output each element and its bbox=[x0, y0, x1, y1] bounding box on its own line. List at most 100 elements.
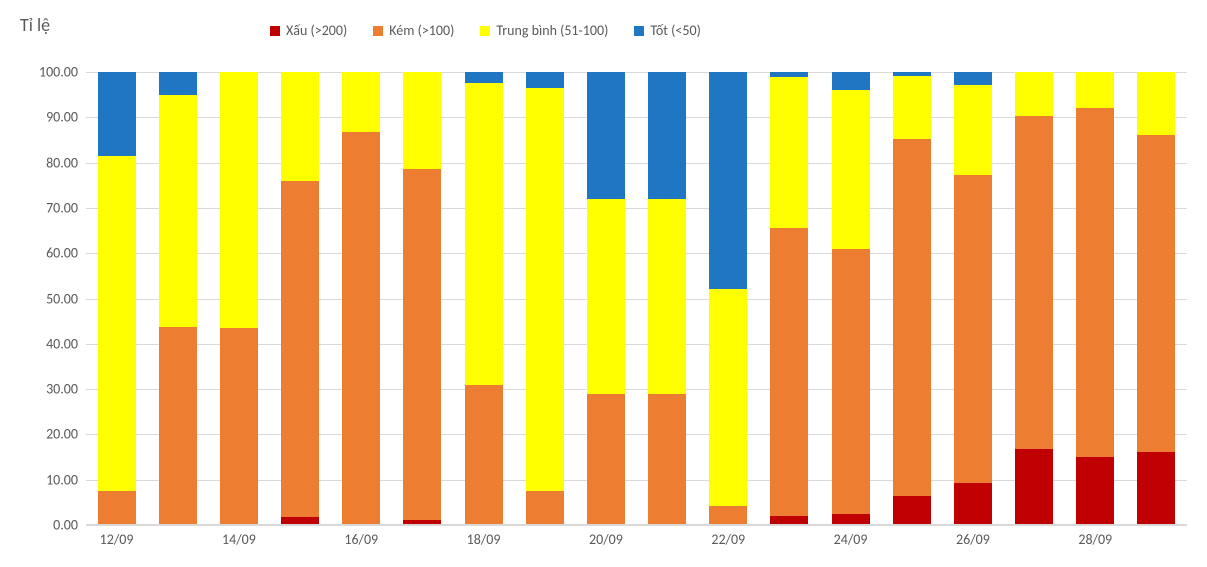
bar-segment bbox=[220, 72, 258, 328]
bar-segment bbox=[159, 72, 197, 95]
y-tick-label: 100.00 bbox=[39, 64, 86, 81]
y-tick-label: 0.00 bbox=[53, 517, 86, 534]
stacked-bar-chart: Tỉ lệ Xấu (>200) Kém (>100) Trung bình (51… bbox=[0, 0, 1207, 567]
bar-segment bbox=[281, 181, 319, 517]
bar-segment bbox=[893, 496, 931, 525]
bar-segment bbox=[98, 72, 136, 156]
x-axis-line bbox=[86, 524, 1187, 525]
bar bbox=[587, 72, 625, 525]
bar-segment bbox=[403, 169, 441, 520]
bar-segment bbox=[954, 175, 992, 483]
legend-item: Trung bình (51-100) bbox=[480, 22, 608, 39]
bar-segment bbox=[281, 72, 319, 181]
bar-segment bbox=[526, 491, 564, 525]
y-tick-label: 70.00 bbox=[46, 199, 86, 216]
bar-segment bbox=[893, 72, 931, 76]
bar-segment bbox=[709, 506, 747, 525]
bar bbox=[1015, 72, 1053, 525]
legend-item: Tốt (<50) bbox=[634, 22, 700, 39]
bar-segment bbox=[1015, 72, 1053, 116]
x-tick-label: 18/09 bbox=[467, 525, 501, 548]
bar-segment bbox=[1137, 452, 1175, 525]
bar bbox=[1137, 72, 1175, 525]
bar bbox=[954, 72, 992, 525]
bar bbox=[893, 72, 931, 525]
x-tick-label: 28/09 bbox=[1078, 525, 1112, 548]
bar-segment bbox=[648, 72, 686, 199]
bar-segment bbox=[770, 72, 808, 77]
bar-segment bbox=[98, 156, 136, 491]
legend-item: Kém (>100) bbox=[373, 22, 454, 39]
bar-segment bbox=[648, 394, 686, 525]
bar bbox=[281, 72, 319, 525]
bar bbox=[832, 72, 870, 525]
bar-segment bbox=[1137, 135, 1175, 451]
bar-segment bbox=[954, 72, 992, 85]
y-tick-label: 30.00 bbox=[46, 381, 86, 398]
legend-swatch bbox=[373, 26, 383, 36]
bar-segment bbox=[1076, 72, 1114, 108]
bar bbox=[709, 72, 747, 525]
bar-segment bbox=[403, 72, 441, 169]
y-tick-label: 10.00 bbox=[46, 471, 86, 488]
bar-segment bbox=[465, 83, 503, 385]
bar bbox=[648, 72, 686, 525]
x-tick-label: 14/09 bbox=[222, 525, 256, 548]
x-tick-label: 26/09 bbox=[956, 525, 990, 548]
bar-segment bbox=[770, 228, 808, 516]
x-tick-label: 22/09 bbox=[711, 525, 745, 548]
bar bbox=[526, 72, 564, 525]
y-tick-label: 90.00 bbox=[46, 109, 86, 126]
bar-segment bbox=[1015, 449, 1053, 525]
bar-segment bbox=[587, 199, 625, 394]
bar-segment bbox=[526, 88, 564, 492]
bar-segment bbox=[159, 95, 197, 327]
bar bbox=[98, 72, 136, 525]
y-tick-label: 20.00 bbox=[46, 426, 86, 443]
bar-segment bbox=[1137, 72, 1175, 135]
legend-label: Xấu (>200) bbox=[286, 22, 347, 39]
legend-label: Trung bình (51-100) bbox=[496, 22, 608, 39]
bar-segment bbox=[832, 249, 870, 514]
bar-segment bbox=[587, 72, 625, 199]
bar bbox=[770, 72, 808, 525]
y-tick-label: 60.00 bbox=[46, 245, 86, 262]
x-tick-label: 12/09 bbox=[100, 525, 134, 548]
y-tick-label: 80.00 bbox=[46, 154, 86, 171]
bar-segment bbox=[342, 72, 380, 132]
bar-segment bbox=[893, 76, 931, 139]
bar-segment bbox=[832, 90, 870, 249]
legend-item: Xấu (>200) bbox=[270, 22, 347, 39]
x-tick-label: 20/09 bbox=[589, 525, 623, 548]
chart-title: Tỉ lệ bbox=[20, 14, 50, 36]
legend-swatch bbox=[270, 26, 280, 36]
bar-segment bbox=[220, 328, 258, 525]
bar bbox=[465, 72, 503, 525]
bar-segment bbox=[709, 289, 747, 506]
bar-segment bbox=[709, 72, 747, 289]
x-tick-label: 24/09 bbox=[834, 525, 868, 548]
bar-segment bbox=[1076, 457, 1114, 525]
plot-area: 0.0010.0020.0030.0040.0050.0060.0070.008… bbox=[86, 72, 1187, 525]
y-tick-label: 40.00 bbox=[46, 335, 86, 352]
bar bbox=[220, 72, 258, 525]
bar bbox=[403, 72, 441, 525]
bar-segment bbox=[893, 139, 931, 496]
bar-segment bbox=[1076, 108, 1114, 457]
legend-label: Kém (>100) bbox=[389, 22, 454, 39]
bar bbox=[342, 72, 380, 525]
bar-segment bbox=[954, 85, 992, 176]
bar bbox=[159, 72, 197, 525]
bar-segment bbox=[342, 132, 380, 525]
bar-segment bbox=[465, 385, 503, 525]
legend-swatch bbox=[480, 26, 490, 36]
bar-segment bbox=[98, 491, 136, 525]
bar bbox=[1076, 72, 1114, 525]
bar-segment bbox=[954, 483, 992, 525]
x-tick-label: 16/09 bbox=[344, 525, 378, 548]
bar-segment bbox=[526, 72, 564, 88]
bar-segment bbox=[159, 327, 197, 525]
chart-legend: Xấu (>200) Kém (>100) Trung bình (51-100) T… bbox=[270, 22, 701, 39]
bar-segment bbox=[832, 72, 870, 90]
y-tick-label: 50.00 bbox=[46, 290, 86, 307]
